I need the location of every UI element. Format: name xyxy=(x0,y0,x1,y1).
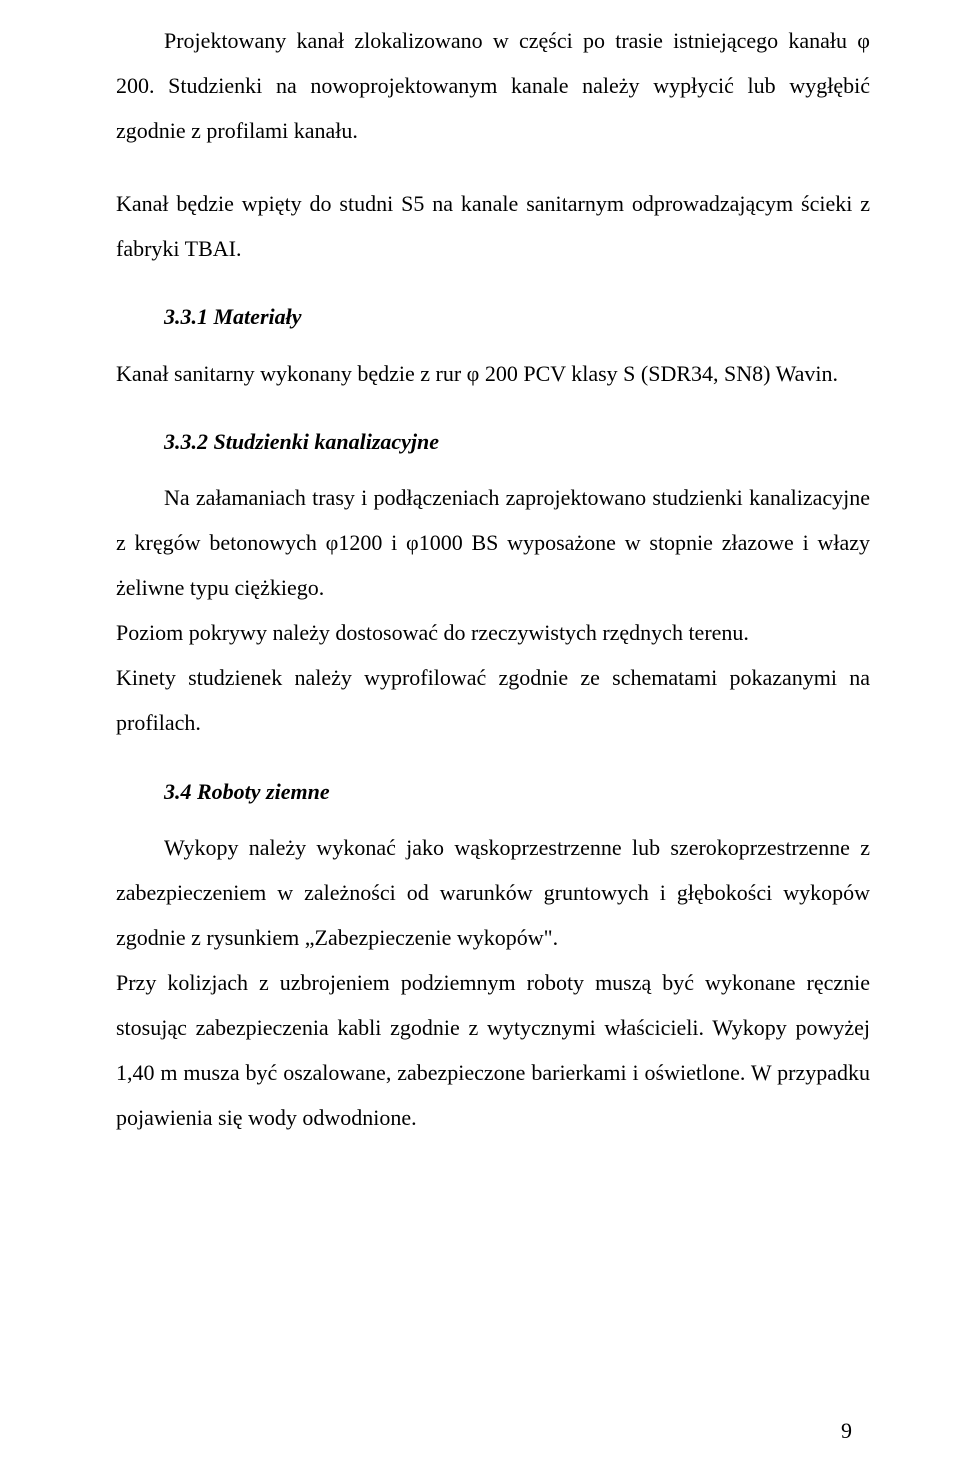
paragraph-manholes-1: Na załamaniach trasy i podłączeniach zap… xyxy=(116,475,870,610)
paragraph-intro-1: Projektowany kanał zlokalizowano w częśc… xyxy=(116,18,870,153)
paragraph-materials: Kanał sanitarny wykonany będzie z rur φ … xyxy=(116,351,870,396)
heading-3-3-1: 3.3.1 Materiały xyxy=(164,299,870,334)
paragraph-earthworks-1: Wykopy należy wykonać jako wąskoprzestrz… xyxy=(116,825,870,960)
heading-3-4: 3.4 Roboty ziemne xyxy=(164,774,870,809)
paragraph-manholes-2: Poziom pokrywy należy dostosować do rzec… xyxy=(116,610,870,655)
paragraph-manholes-3: Kinety studzienek należy wyprofilować zg… xyxy=(116,655,870,745)
page-number: 9 xyxy=(841,1418,852,1444)
paragraph-earthworks-2: Przy kolizjach z uzbrojeniem podziemnym … xyxy=(116,960,870,1140)
heading-3-3-2: 3.3.2 Studzienki kanalizacyjne xyxy=(164,424,870,459)
paragraph-intro-2: Kanał będzie wpięty do studni S5 na kana… xyxy=(116,181,870,271)
document-page: Projektowany kanał zlokalizowano w częśc… xyxy=(0,0,960,1468)
